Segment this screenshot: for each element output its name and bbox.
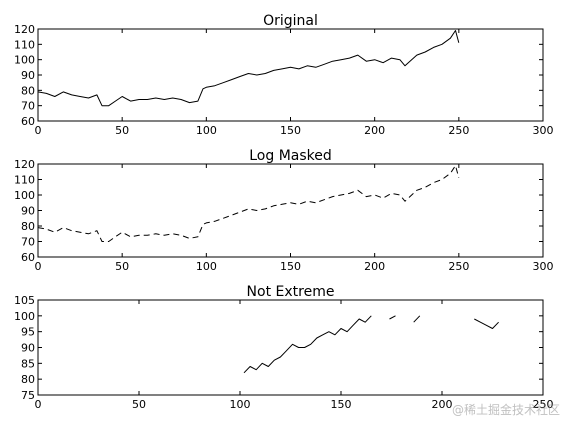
series-line [37,30,460,107]
y-tick-label: 80 [21,220,35,233]
series-line [243,315,499,374]
y-tick-label: 110 [14,174,35,187]
x-tick-label: 200 [364,124,385,137]
chart-title: Original [263,13,318,29]
x-tick-label: 300 [533,124,554,137]
x-tick-label: 150 [280,260,301,273]
y-tick-label: 120 [14,158,35,171]
x-tick-label: 50 [115,260,129,273]
y-tick-label: 90 [21,342,35,355]
y-tick-label: 120 [14,23,35,36]
x-tick-label: 150 [280,124,301,137]
y-tick-label: 105 [14,294,35,307]
y-tick-label: 95 [21,326,35,339]
y-tick-label: 70 [21,100,35,113]
x-tick-label: 250 [533,398,554,411]
y-tick-label: 110 [14,38,35,51]
y-tick-label: 100 [14,189,35,202]
watermark: @稀土掘金技术社区 [451,403,560,417]
x-tick-label: 0 [35,124,42,137]
x-tick-label: 100 [196,124,217,137]
subplot-2: Log Masked 0 50 100 150 200 250 300 60 70 80 90 100 1… [14,148,554,273]
y-tick-label: 85 [21,357,35,370]
chart-title: Log Masked [249,148,332,164]
x-tick-label: 50 [132,398,146,411]
y-tick-label: 60 [21,115,35,128]
y-tick-label: 100 [14,54,35,67]
subplot-1: Original 0 50 100 150 200 250 300 60 70 80 90 100 110… [14,13,554,137]
x-tick-label: 300 [533,260,554,273]
series-line [37,165,460,242]
x-tick-label: 0 [35,398,42,411]
x-tick-label: 150 [331,398,352,411]
axes-frame [37,28,544,122]
y-tick-label: 100 [14,310,35,323]
x-tick-label: 100 [230,398,251,411]
y-tick-label: 80 [21,373,35,386]
x-tick-label: 50 [115,124,129,137]
chart-title: Not Extreme [247,284,335,300]
x-tick-label: 250 [448,124,469,137]
x-tick-label: 100 [196,260,217,273]
y-tick-label: 80 [21,84,35,97]
y-tick-label: 75 [21,389,35,402]
axes-frame [37,299,544,396]
x-tick-label: 0 [35,260,42,273]
axes-frame [37,163,544,258]
x-tick-label: 200 [432,398,453,411]
x-tick-label: 250 [448,260,469,273]
y-tick-label: 70 [21,236,35,249]
subplot-3: Not Extreme 0 50 100 150 200 250 75 80 85 90 95 100 1… [14,284,554,411]
y-tick-label: 90 [21,205,35,218]
y-tick-label: 90 [21,69,35,82]
x-tick-label: 200 [364,260,385,273]
y-tick-label: 60 [21,251,35,264]
